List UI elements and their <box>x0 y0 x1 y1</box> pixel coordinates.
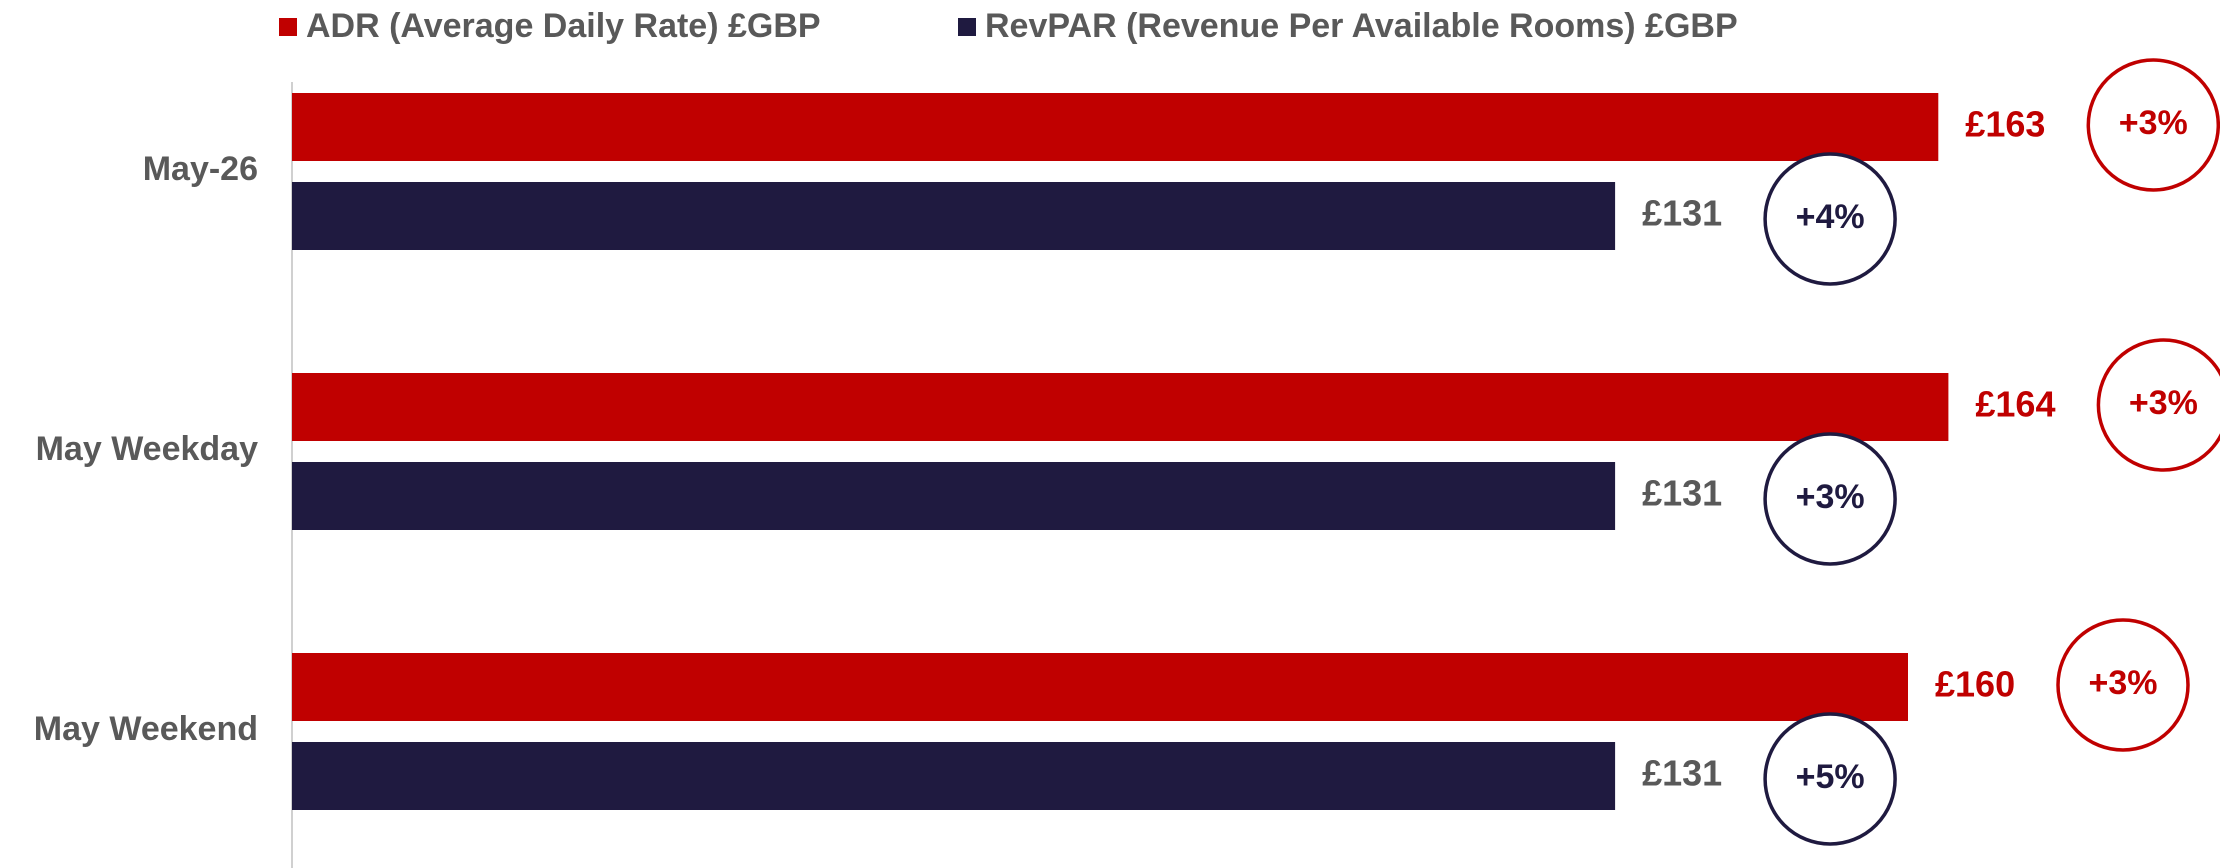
bar <box>292 653 1908 721</box>
y-tick-label: May Weekday <box>36 430 258 468</box>
value-label: £164 <box>1975 384 2055 425</box>
change-label: +4% <box>1796 198 1865 236</box>
legend-label: RevPAR (Revenue Per Available Rooms) £GB… <box>985 7 1738 45</box>
change-badge <box>1763 152 1897 286</box>
bar <box>292 182 1616 250</box>
change-label: +3% <box>2089 664 2158 702</box>
change-label: +3% <box>2129 384 2198 422</box>
legend-label: ADR (Average Daily Rate) £GBP <box>306 7 821 45</box>
legend-swatch <box>279 18 297 36</box>
change-badge <box>1763 432 1897 566</box>
value-label: £131 <box>1642 193 1722 234</box>
change-badge <box>2056 618 2190 752</box>
change-badge <box>2096 338 2220 472</box>
y-tick-label: May Weekend <box>34 710 258 748</box>
value-label: £131 <box>1642 753 1722 794</box>
change-badge <box>1763 712 1897 846</box>
change-badge <box>2086 58 2220 192</box>
value-label: £160 <box>1935 664 2015 705</box>
bar <box>292 462 1616 530</box>
legend-swatch <box>958 18 976 36</box>
bar <box>292 742 1616 810</box>
change-label: +5% <box>1796 758 1865 796</box>
y-tick-label: May-26 <box>143 150 258 188</box>
bar <box>292 93 1939 161</box>
value-label: £131 <box>1642 473 1722 514</box>
bar <box>292 373 1949 441</box>
change-label: +3% <box>1796 478 1865 516</box>
change-label: +3% <box>2119 104 2188 142</box>
value-label: £163 <box>1965 104 2045 145</box>
